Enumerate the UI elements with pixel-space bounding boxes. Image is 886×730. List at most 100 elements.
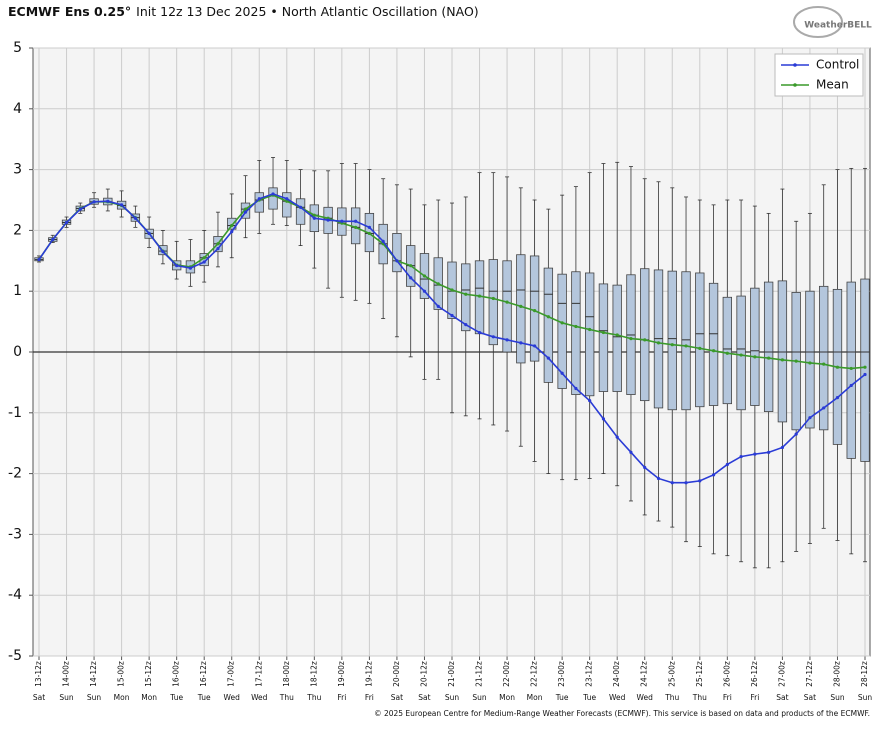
x-tick-label: 17-00z <box>227 661 236 687</box>
box <box>819 285 829 431</box>
series-point <box>464 292 468 296</box>
footer: © 2025 European Centre for Medium-Range … <box>374 709 870 718</box>
weekday-label: Fri <box>750 693 759 702</box>
x-tick-label: 24-12z <box>640 661 649 687</box>
chart-subtitle: Init 12z 13 Dec 2025 • North Atlantic Os… <box>136 4 479 19</box>
weekday-label: Wed <box>637 693 654 702</box>
series-point <box>725 351 729 355</box>
series-point <box>533 344 537 348</box>
series-point <box>436 282 440 286</box>
series-point <box>753 452 757 456</box>
weekday-label: Sat <box>418 693 430 702</box>
x-tick-label: 27-00z <box>777 661 786 687</box>
series-point <box>643 338 647 342</box>
series-point <box>629 337 633 341</box>
weekday-label: Sun <box>830 693 845 702</box>
series-point <box>464 323 468 327</box>
series-point <box>601 417 606 421</box>
series-point <box>257 197 261 201</box>
weekday-label: Mon <box>114 693 130 702</box>
series-point <box>656 476 661 481</box>
series-point <box>849 366 853 371</box>
logo-ring <box>793 6 843 38</box>
weekday-label: Mon <box>499 693 515 702</box>
series-point <box>808 361 812 365</box>
weekday-label: Mon <box>527 693 543 702</box>
series-point <box>863 372 867 377</box>
weekday-label: Sat <box>391 693 403 702</box>
box <box>557 273 567 389</box>
weekday-label: Tue <box>555 693 569 702</box>
box <box>488 259 498 346</box>
series-point <box>670 481 674 485</box>
series-point <box>354 225 358 229</box>
y-tick-label: 4 <box>13 101 22 117</box>
x-tick-label: 19-12z <box>364 661 373 687</box>
y-tick-label: -2 <box>8 466 22 482</box>
series-point <box>533 309 537 313</box>
series-point <box>92 200 96 204</box>
series-point <box>188 266 193 270</box>
series-point <box>574 324 578 329</box>
series-point <box>808 416 812 420</box>
y-tick-label: 2 <box>13 222 22 238</box>
weekday-label: Tue <box>582 693 596 702</box>
logo: WeatherBELL <box>804 21 872 31</box>
box <box>598 283 609 392</box>
weekday-label: Fri <box>337 693 346 702</box>
series-point <box>725 462 729 467</box>
box <box>667 270 677 411</box>
series-point <box>684 344 688 348</box>
y-tick-label: -3 <box>8 526 22 542</box>
x-tick-label: 23-00z <box>557 661 566 687</box>
box <box>722 296 733 405</box>
box <box>846 281 856 459</box>
series-point <box>298 205 303 209</box>
box <box>392 233 402 273</box>
series-point <box>51 237 55 242</box>
series-point <box>670 343 674 347</box>
weekday-label: Thu <box>692 693 707 702</box>
series-point <box>656 341 661 345</box>
series-point <box>367 225 371 229</box>
series-point <box>422 274 427 278</box>
box <box>516 254 526 364</box>
series-point <box>863 365 867 369</box>
legend-label: Control <box>816 58 859 72</box>
series-point <box>574 386 578 391</box>
series-point <box>409 276 413 280</box>
weekday-label: Wed <box>609 693 626 702</box>
x-tick-label: 15-12z <box>144 661 153 687</box>
x-tick-label: 14-12z <box>89 661 98 687</box>
weekday-label: Sun <box>445 693 460 702</box>
x-tick-label: 28-00z <box>832 661 841 687</box>
box <box>227 217 237 230</box>
x-tick-label: 19-00z <box>337 661 346 687</box>
series-point <box>711 473 716 477</box>
weekday-label: Sun <box>87 693 102 702</box>
box <box>282 192 292 218</box>
series-point <box>698 346 702 350</box>
x-tick-label: 26-00z <box>722 661 731 687</box>
series-point <box>450 313 454 318</box>
series-point <box>175 264 179 268</box>
x-tick-label: 18-00z <box>282 661 291 687</box>
series-point <box>216 247 220 251</box>
series-point <box>37 257 41 262</box>
x-tick-label: 23-12z <box>585 661 594 687</box>
series-point <box>794 359 798 363</box>
box <box>763 281 774 412</box>
series-point <box>739 353 743 357</box>
legend-box <box>774 53 864 97</box>
weekday-label: Sun <box>472 693 487 702</box>
x-tick-label: 16-12z <box>199 661 208 687</box>
x-tick-label: 20-12z <box>419 661 428 687</box>
series-point <box>780 358 785 362</box>
weekday-label: Sun <box>858 693 873 702</box>
series-point <box>312 213 316 217</box>
x-tick-label: 21-12z <box>475 661 484 687</box>
x-tick-label: 16-00z <box>172 661 181 687</box>
legend-dot <box>793 63 797 67</box>
series-point <box>120 203 124 207</box>
x-tick-label: 27-12z <box>805 661 814 687</box>
